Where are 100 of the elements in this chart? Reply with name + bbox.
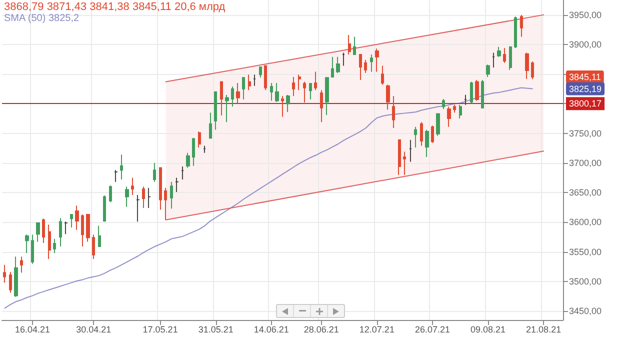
candlestick	[303, 81, 306, 104]
candlestick	[125, 186, 129, 208]
candlestick	[314, 71, 317, 91]
x-tick-label: 12.07.21	[359, 324, 394, 334]
y-tick-label: 3700,00	[569, 158, 602, 168]
candlestick	[86, 213, 90, 242]
candlestick	[153, 162, 156, 182]
candlestick	[331, 56, 334, 78]
candlestick	[403, 151, 406, 176]
y-tick-label: 3500,00	[569, 276, 602, 286]
x-tick-label: 31.05.21	[198, 324, 234, 334]
candlestick	[497, 46, 501, 58]
candlestick	[520, 14, 523, 38]
candlestick	[298, 74, 301, 91]
candlestick	[275, 82, 279, 102]
candlestick	[42, 218, 45, 244]
candlestick	[486, 64, 490, 78]
candlestick	[136, 194, 140, 222]
candlestick	[481, 80, 484, 108]
candlestick	[203, 145, 206, 154]
candlestick	[398, 139, 401, 176]
candlestick	[259, 66, 262, 78]
candlestick	[64, 221, 68, 235]
candlestick	[248, 74, 251, 91]
candlestick	[425, 129, 429, 158]
candlestick	[525, 52, 529, 80]
candlestick	[159, 167, 162, 210]
candlestick	[364, 59, 367, 74]
line-series	[4, 87, 533, 309]
candlestick	[309, 82, 312, 100]
y-tick-label: 3550,00	[569, 246, 602, 257]
candlestick	[292, 76, 295, 96]
y-tick-label: 3450,00	[569, 306, 602, 316]
candlestick	[514, 16, 517, 48]
x-tick-label: 09.08.21	[470, 324, 506, 334]
x-tick-label: 17.05.21	[142, 324, 178, 334]
candlestick	[286, 94, 290, 112]
candlestick	[381, 65, 384, 86]
candlestick	[53, 238, 56, 254]
x-tick-label: 26.07.21	[414, 324, 450, 334]
x-tick-label: 14.06.21	[254, 324, 289, 334]
candlestick	[253, 74, 256, 86]
candlestick	[170, 181, 173, 210]
candlestick	[453, 104, 456, 114]
x-tick-label: 30.04.21	[76, 324, 112, 334]
candlestick	[492, 52, 495, 68]
candlestick	[503, 48, 506, 64]
candlestick	[447, 106, 451, 128]
candlestick	[348, 34, 351, 56]
candlestick	[242, 76, 245, 100]
candlestick	[470, 81, 473, 104]
candlestick	[103, 195, 106, 222]
annotation: 3825,19	[569, 84, 602, 94]
candlestick	[464, 94, 467, 106]
candlestick	[409, 139, 412, 162]
candlestick	[3, 264, 6, 284]
candlestick	[225, 94, 229, 123]
candlestick	[336, 56, 340, 74]
y-tick-label: 3950,00	[569, 10, 602, 20]
annotation: 3845,11	[569, 72, 601, 82]
candlestick	[392, 96, 395, 128]
candlestick	[109, 184, 112, 203]
candlestick	[220, 81, 223, 116]
candlestick	[375, 48, 379, 72]
candlestick	[475, 80, 479, 102]
candlestick	[25, 234, 29, 254]
candlestick	[459, 104, 462, 120]
candlestick	[48, 224, 51, 260]
candlestick	[231, 86, 234, 108]
candlestick	[442, 98, 445, 110]
candlestick	[186, 152, 190, 168]
y-tick-label: 3600,00	[569, 217, 602, 228]
candlestick	[14, 256, 18, 298]
y-tick-label: 3900,00	[569, 39, 602, 50]
y-tick-label: 3750,00	[569, 128, 602, 138]
candlestick	[320, 90, 323, 123]
candlestick	[359, 54, 362, 80]
candlestick	[59, 218, 62, 248]
candlestick	[175, 177, 179, 192]
candlestick	[353, 36, 356, 56]
candlestick	[120, 154, 123, 180]
candlestick	[142, 186, 145, 208]
x-tick-label: 16.04.21	[15, 324, 50, 334]
x-tick-label: 21.08.21	[526, 324, 562, 334]
annotation: 3825,2	[48, 13, 80, 24]
candlestick	[431, 125, 434, 144]
candlestick	[70, 214, 73, 228]
candlestick	[20, 256, 23, 274]
candlestick	[98, 225, 101, 248]
candlestick	[436, 113, 440, 136]
candlestick	[236, 82, 240, 104]
candlestick	[92, 234, 95, 260]
candlestick	[198, 131, 201, 148]
candlestick	[281, 96, 284, 118]
candlestick	[531, 60, 534, 80]
candlestick	[31, 234, 34, 264]
candlestick	[181, 166, 184, 180]
candlestick	[214, 91, 217, 130]
candlestick	[386, 84, 390, 110]
candlestick	[509, 46, 512, 70]
